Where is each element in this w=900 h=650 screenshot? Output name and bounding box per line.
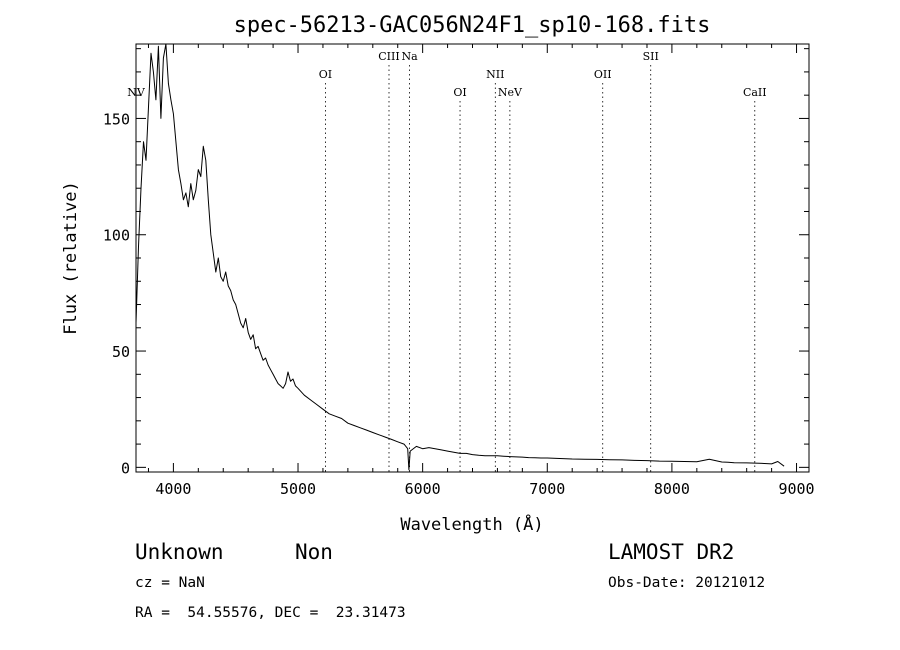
y-tick-label: 0: [121, 459, 130, 477]
observation-date: Obs-Date: 20121012: [608, 575, 766, 591]
x-axis-ticks: 4000 5000 6000 7000 8000 9000: [147, 44, 815, 498]
emission-line-markers: NV OI CIII Na OI NII NeV OII SII CaII: [127, 50, 767, 472]
line-marker-label: Na: [401, 50, 418, 63]
coordinates-readout: RA = 54.55576, DEC = 23.31473: [135, 605, 406, 621]
x-tick-label: 9000: [778, 480, 814, 498]
x-tick-label: 7000: [529, 480, 565, 498]
y-tick-label: 150: [103, 110, 130, 128]
x-tick-label: 4000: [155, 480, 191, 498]
plot-frame: [135, 43, 810, 473]
line-marker-label: SII: [643, 50, 659, 63]
x-axis-label: Wavelength (Å): [400, 513, 543, 535]
y-tick-label: 50: [112, 343, 130, 361]
survey-name: LAMOST DR2: [608, 540, 735, 564]
chart-title: spec-56213-GAC056N24F1_sp10-168.fits: [234, 13, 711, 38]
line-marker-label: OI: [453, 86, 466, 99]
line-marker-label: CIII: [378, 50, 399, 63]
redshift-readout: cz = NaN: [135, 575, 205, 591]
line-marker-label: OI: [319, 68, 332, 81]
x-tick-label: 6000: [405, 480, 441, 498]
spectrum-line: [135, 43, 785, 471]
line-marker-label: NII: [486, 68, 504, 81]
line-marker-label: NeV: [498, 86, 523, 99]
line-marker-label: CaII: [743, 86, 767, 99]
x-tick-label: 8000: [654, 480, 690, 498]
y-axis-label: Flux (relative): [61, 181, 81, 335]
y-tick-label: 100: [103, 227, 130, 245]
line-marker-label: NV: [127, 86, 146, 99]
x-tick-label: 5000: [280, 480, 316, 498]
line-marker-label: OII: [594, 68, 612, 81]
object-class: Unknown: [135, 540, 224, 564]
y-axis-ticks: 0 50 100 150: [103, 48, 809, 477]
object-subclass: Non: [295, 540, 333, 564]
